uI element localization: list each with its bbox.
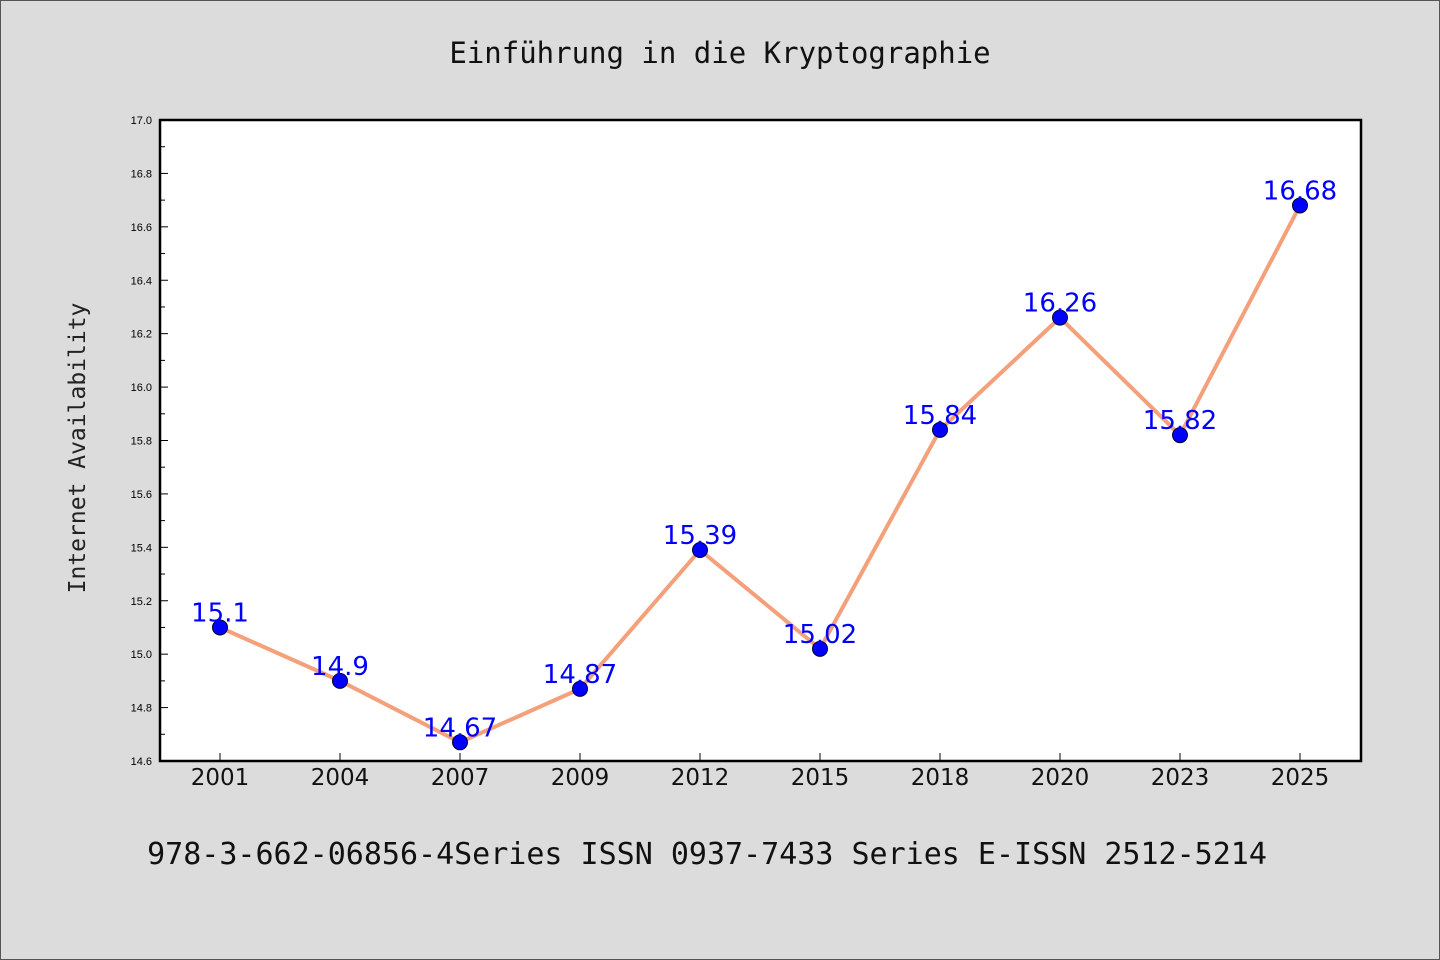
data-point-marker xyxy=(212,619,228,636)
data-label: 14.9 xyxy=(311,652,369,682)
x-tick-label: 2020 xyxy=(1031,765,1090,791)
data-point-marker xyxy=(452,734,468,751)
y-tick-label: 16.0 xyxy=(131,382,152,394)
y-tick-label: 15.6 xyxy=(131,489,152,501)
x-tick-label: 2004 xyxy=(311,765,370,791)
data-label: 16.26 xyxy=(1023,289,1097,319)
data-label: 16.68 xyxy=(1263,176,1337,206)
x-tick-label: 2009 xyxy=(551,765,610,791)
plot-area xyxy=(158,118,1363,763)
series-line xyxy=(218,203,1302,745)
y-tick-label: 17.0 xyxy=(131,115,152,127)
footer-isbn-text: 978-3-662-06856-4Series ISSN 0937-7433 S… xyxy=(147,837,1267,872)
data-point-marker xyxy=(932,421,948,438)
series-line-group xyxy=(218,203,1302,745)
data-point-marker xyxy=(332,672,348,689)
y-axis-ticks: 14.6 14.8 15.0 15.2 15.4 15.6 15.8 16.0 16.2 16.4… xyxy=(131,115,168,768)
data-point-marker xyxy=(692,542,708,559)
data-label: 15.84 xyxy=(903,401,977,431)
y-tick-label: 14.8 xyxy=(131,703,152,715)
data-label: 15.02 xyxy=(783,620,857,650)
chart-title: Einführung in die Kryptographie xyxy=(449,36,990,70)
y-tick-label: 16.4 xyxy=(131,275,152,287)
data-labels: 15.1 14.9 14.67 14.87 15.39 15.02 15.84 16.26 15… xyxy=(191,176,1337,743)
x-tick-label: 2015 xyxy=(791,765,850,791)
y-tick-label: 14.6 xyxy=(131,756,152,768)
x-tick-label: 2025 xyxy=(1271,765,1330,791)
data-point-marker xyxy=(1052,309,1068,326)
y-tick-label: 15.0 xyxy=(131,649,152,661)
data-label: 15.39 xyxy=(663,521,737,551)
data-markers xyxy=(212,197,1308,751)
y-tick-label: 15.8 xyxy=(131,436,152,448)
data-label: 14.67 xyxy=(423,713,497,743)
data-point-marker xyxy=(1172,427,1188,444)
x-tick-label: 2018 xyxy=(911,765,970,791)
x-axis-ticks: 2001 2004 2007 2009 2012 2015 2018 2020 2023 2025 xyxy=(191,753,1330,791)
data-point-marker xyxy=(1292,197,1308,214)
y-tick-label: 16.2 xyxy=(131,329,152,341)
y-tick-label: 15.4 xyxy=(131,542,152,554)
x-tick-label: 2023 xyxy=(1151,765,1210,791)
data-label: 15.1 xyxy=(191,598,249,628)
data-label: 15.82 xyxy=(1143,406,1217,436)
x-tick-label: 2001 xyxy=(191,765,250,791)
data-point-marker xyxy=(812,640,828,657)
y-axis-label: Internet Availability xyxy=(65,303,91,594)
y-tick-label: 15.2 xyxy=(131,596,152,608)
y-tick-label: 16.6 xyxy=(131,222,152,234)
data-point-marker xyxy=(572,680,588,697)
x-tick-label: 2012 xyxy=(671,765,730,791)
x-tick-label: 2007 xyxy=(431,765,490,791)
y-tick-label: 16.8 xyxy=(131,168,152,180)
data-label: 14.87 xyxy=(543,660,617,690)
